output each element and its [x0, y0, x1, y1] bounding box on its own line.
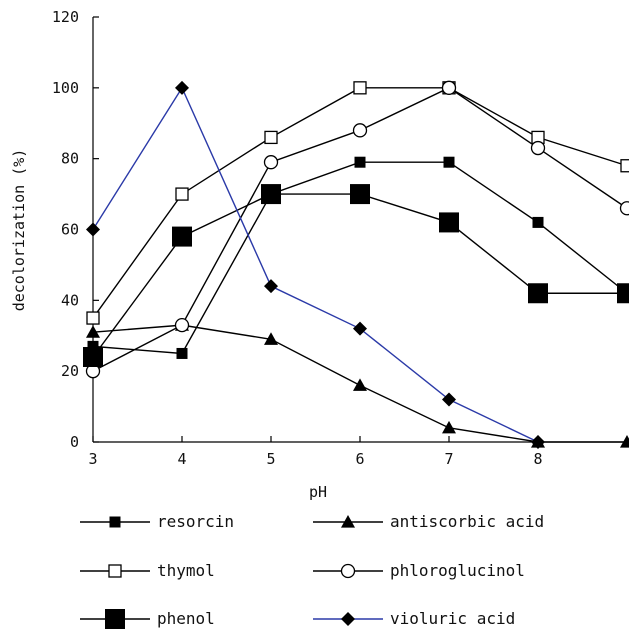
series-violuric-acid [86, 80, 545, 449]
y-tick-label: 20 [61, 362, 79, 380]
legend-label: resorcin [157, 512, 234, 531]
data-point [172, 226, 192, 247]
data-point [530, 140, 546, 156]
legend-item: phloroglucinol [313, 561, 525, 580]
legend-marker [109, 516, 121, 528]
legend-label: antiscorbic acid [390, 512, 544, 531]
data-point [83, 347, 103, 367]
data-point [261, 184, 281, 205]
data-point [442, 420, 456, 434]
data-point [175, 187, 189, 201]
legend-label: thymol [157, 561, 215, 580]
legend-marker [105, 609, 125, 629]
legend-marker [340, 563, 356, 579]
data-point [352, 123, 368, 138]
axes: 0 20 40 60 80 100 120 3 4 5 6 7 8 [52, 8, 627, 468]
legend-label: violuric acid [390, 609, 515, 628]
data-point [620, 435, 629, 448]
legend-label: phenol [157, 609, 215, 628]
data-point [350, 184, 370, 205]
x-tick-label: 4 [177, 450, 186, 468]
data-point [354, 156, 366, 168]
data-point [87, 340, 99, 352]
y-tick-label: 0 [70, 433, 79, 451]
data-point [86, 325, 100, 338]
legend-marker [341, 612, 355, 626]
series-line [92, 86, 539, 443]
data-point [175, 80, 189, 95]
data-point [441, 80, 457, 95]
y-tick-label: 40 [61, 291, 79, 309]
y-axis-label: decolorization (%) [10, 149, 28, 312]
legend-item: thymol [80, 561, 215, 580]
x-tick-label: 5 [266, 450, 275, 468]
data-point [264, 279, 278, 294]
y-tick-label: 120 [52, 8, 79, 26]
x-tick-label: 7 [444, 450, 453, 468]
data-point [174, 317, 190, 333]
legend-marker [108, 564, 122, 578]
data-point [620, 159, 629, 173]
legend-marker [341, 515, 355, 528]
data-point [263, 155, 279, 170]
data-point [619, 201, 629, 216]
y-tick-label: 60 [61, 221, 79, 239]
legend: resorcin antiscorbic acid thymol phlorogluc… [80, 512, 544, 629]
plot-series [83, 80, 629, 449]
series-phloroglucinol [85, 80, 629, 379]
data-point [528, 283, 548, 304]
legend-item: antiscorbic acid [313, 512, 544, 531]
y-tick-label: 80 [61, 150, 79, 168]
series-phenol [83, 184, 629, 367]
legend-item: violuric acid [313, 609, 515, 628]
data-point [617, 283, 629, 304]
x-tick-label: 8 [533, 450, 542, 468]
legend-label: phloroglucinol [390, 561, 525, 580]
legend-item: phenol [80, 609, 215, 629]
data-point [439, 212, 459, 233]
series-antiscorbic-acid [86, 318, 629, 448]
data-point [264, 332, 278, 345]
x-tick-label: 3 [88, 450, 97, 468]
x-tick-label: 6 [355, 450, 364, 468]
data-point [176, 347, 188, 359]
data-point [353, 378, 367, 391]
data-point [442, 392, 456, 407]
legend-item: resorcin [80, 512, 234, 531]
x-axis-label: pH [309, 483, 327, 501]
data-point [353, 81, 367, 95]
y-tick-label: 100 [52, 79, 79, 97]
data-point [86, 222, 100, 237]
data-point [86, 311, 100, 325]
data-point [264, 130, 278, 145]
data-point [353, 321, 367, 336]
data-point [532, 216, 544, 228]
data-point [531, 435, 545, 449]
data-point [443, 156, 455, 168]
